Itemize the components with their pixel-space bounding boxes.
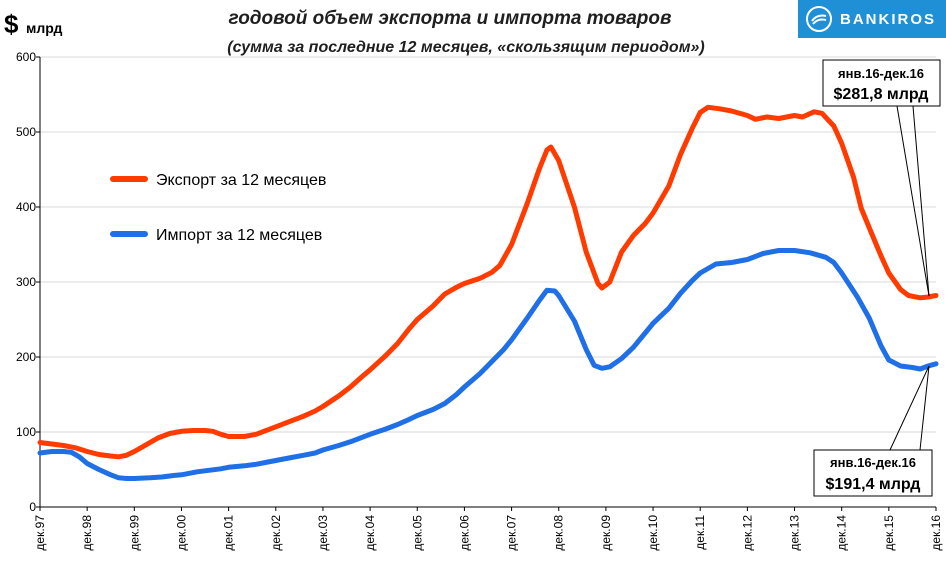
unit-symbol: $ — [4, 9, 19, 39]
x-tick-label: дек.97 — [33, 515, 47, 551]
callout-import-leader — [889, 365, 930, 451]
x-tick-label: дек.01 — [222, 515, 236, 551]
x-tick-label: дек.03 — [316, 515, 330, 551]
series-line-export — [37, 104, 939, 460]
chart-title: годовой объем экспорта и импорта товаров — [229, 8, 672, 29]
callout-export-leader-2 — [912, 105, 930, 297]
callout-import-period: янв.16-дек.16 — [830, 455, 916, 470]
callout-import: янв.16-дек.16 $191,4 млрд — [813, 365, 933, 497]
logo-hand-icon — [806, 6, 832, 32]
x-tick-label: дек.99 — [127, 515, 141, 551]
series-line-import — [37, 248, 939, 481]
x-tick-label: дек.13 — [788, 515, 802, 551]
y-tick-label: 300 — [16, 275, 36, 289]
callout-export-period: янв.16-дек.16 — [838, 66, 924, 81]
callout-import-value: $191,4 млрд — [826, 476, 921, 493]
x-tick-label: дек.15 — [882, 515, 896, 551]
gridlines — [40, 56, 936, 433]
callout-export: янв.16-дек.16 $281,8 млрд — [822, 59, 941, 297]
x-tick-labels: дек.97 дек.98 дек.99 дек.00 дек.01 дек.02 дек.… — [33, 515, 943, 551]
chart-subtitle: (сумма за последние 12 месяцев, «скользя… — [227, 39, 705, 56]
callout-export-leader — [896, 105, 930, 297]
x-tick-label: дек.04 — [363, 515, 377, 551]
x-tick-label: дек.08 — [552, 515, 566, 551]
y-tick-label: 200 — [16, 350, 36, 364]
y-tick-label: 500 — [16, 125, 36, 139]
y-tick-label: 0 — [29, 500, 36, 514]
x-tick-label: дек.98 — [80, 515, 94, 551]
x-tick-label: дек.14 — [835, 515, 849, 551]
callout-export-box — [822, 59, 941, 107]
x-tick-label: дек.05 — [410, 515, 424, 551]
logo-text: BANKIROS — [840, 10, 937, 28]
x-tick-label: дек.09 — [599, 515, 613, 551]
series-lines — [37, 104, 939, 481]
x-tick-label: дек.11 — [693, 515, 707, 550]
legend-label-import: Импорт за 12 месяцев — [156, 227, 322, 244]
unit-label: млрд — [26, 20, 62, 36]
x-tick-label: дек.10 — [646, 515, 660, 551]
y-tick-label: 400 — [16, 200, 36, 214]
legend-label-export: Экспорт за 12 месяцев — [156, 172, 326, 189]
legend: Экспорт за 12 месяцев Импорт за 12 месяц… — [110, 172, 326, 244]
x-tick-label: дек.06 — [457, 515, 471, 551]
y-tick-label: 100 — [16, 425, 36, 439]
callout-export-value: $281,8 млрд — [834, 86, 929, 103]
x-tick-label: дек.12 — [740, 515, 754, 551]
axes — [36, 56, 937, 511]
callout-import-box — [813, 449, 933, 497]
y-tick-label: 600 — [16, 50, 36, 64]
x-tick-label: дек.00 — [174, 515, 188, 551]
x-tick-label: дек.02 — [269, 515, 283, 551]
y-tick-labels: 0 100 200 300 400 500 600 — [16, 50, 36, 514]
bankiros-logo: BANKIROS — [798, 0, 946, 38]
callout-import-leader-2 — [919, 365, 930, 451]
x-tick-label: дек.07 — [505, 515, 519, 551]
x-tick-label: дек.16 — [929, 515, 943, 551]
